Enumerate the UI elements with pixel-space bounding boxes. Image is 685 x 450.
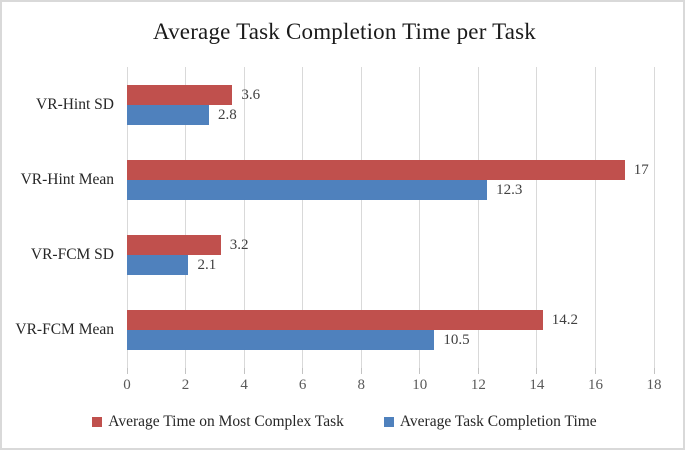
category-label: VR-FCM Mean <box>15 321 114 339</box>
bar-blue <box>127 179 488 200</box>
axis-tick-label: 10 <box>412 377 428 393</box>
axis-tick-label: 18 <box>646 377 662 393</box>
axis-tickmark <box>419 368 421 374</box>
legend: Average Time on Most Complex Task Averag… <box>2 413 683 431</box>
category-label: VR-Hint SD <box>36 95 114 113</box>
bar-value-label: 17 <box>633 161 649 178</box>
bar-blue <box>127 330 435 351</box>
axis-tickmark <box>126 368 128 374</box>
gridline <box>594 67 596 368</box>
axis-tickmark <box>302 368 304 374</box>
bar-value-label: 3.6 <box>241 86 261 103</box>
axis-tickmark <box>243 368 245 374</box>
gridline <box>302 67 304 368</box>
legend-swatch-red <box>92 417 103 427</box>
legend-swatch-blue <box>383 417 394 427</box>
bar-value-label: 12.3 <box>496 181 523 198</box>
axis-tickmark <box>477 368 479 374</box>
axis-tick-label: 14 <box>529 377 545 393</box>
gridline <box>536 67 538 368</box>
legend-label: Average Time on Most Complex Task <box>108 413 344 430</box>
legend-item-most-complex-task: Average Time on Most Complex Task <box>92 413 344 431</box>
bar-red <box>127 235 221 256</box>
bar-red <box>127 310 543 331</box>
axis-tickmark <box>185 368 187 374</box>
gridline <box>419 67 421 368</box>
bar-value-label: 14.2 <box>551 312 578 329</box>
axis-tick-label: 6 <box>298 377 307 393</box>
gridline <box>653 67 655 368</box>
axis-tickmark <box>594 368 596 374</box>
bar-blue <box>127 255 189 276</box>
axis-tick-label: 12 <box>470 377 486 393</box>
axis-tick-label: 2 <box>181 377 190 393</box>
axis-tickmark <box>360 368 362 374</box>
category-label: VR-Hint Mean <box>20 170 114 188</box>
axis-tick-label: 8 <box>357 377 365 393</box>
axis-tickmark <box>653 368 655 374</box>
bar-value-label: 2.8 <box>217 106 237 123</box>
gridline <box>126 67 128 368</box>
legend-item-task-completion: Average Task Completion Time <box>383 413 597 431</box>
bar-red <box>127 84 233 105</box>
bar-value-label: 2.1 <box>197 257 217 274</box>
gridline <box>185 67 187 368</box>
gridline <box>243 67 245 368</box>
bar-red <box>127 159 625 180</box>
axis-tick-label: 16 <box>587 377 603 393</box>
axis-tick-label: 4 <box>240 377 248 393</box>
gridline <box>477 67 479 368</box>
chart-title: Average Task Completion Time per Task <box>152 19 536 44</box>
legend-label: Average Task Completion Time <box>399 413 597 430</box>
gridline <box>360 67 362 368</box>
category-label: VR-FCM SD <box>30 246 114 264</box>
bar-value-label: 3.2 <box>229 237 249 254</box>
axis-tickmark <box>536 368 538 374</box>
bar-blue <box>127 104 209 125</box>
plot-area: 3.6 2.8 17 12.3 3.2 2.1 14.2 10.5 <box>126 67 655 368</box>
bar-value-label: 10.5 <box>443 332 470 349</box>
axis-tick-label: 0 <box>123 377 131 393</box>
